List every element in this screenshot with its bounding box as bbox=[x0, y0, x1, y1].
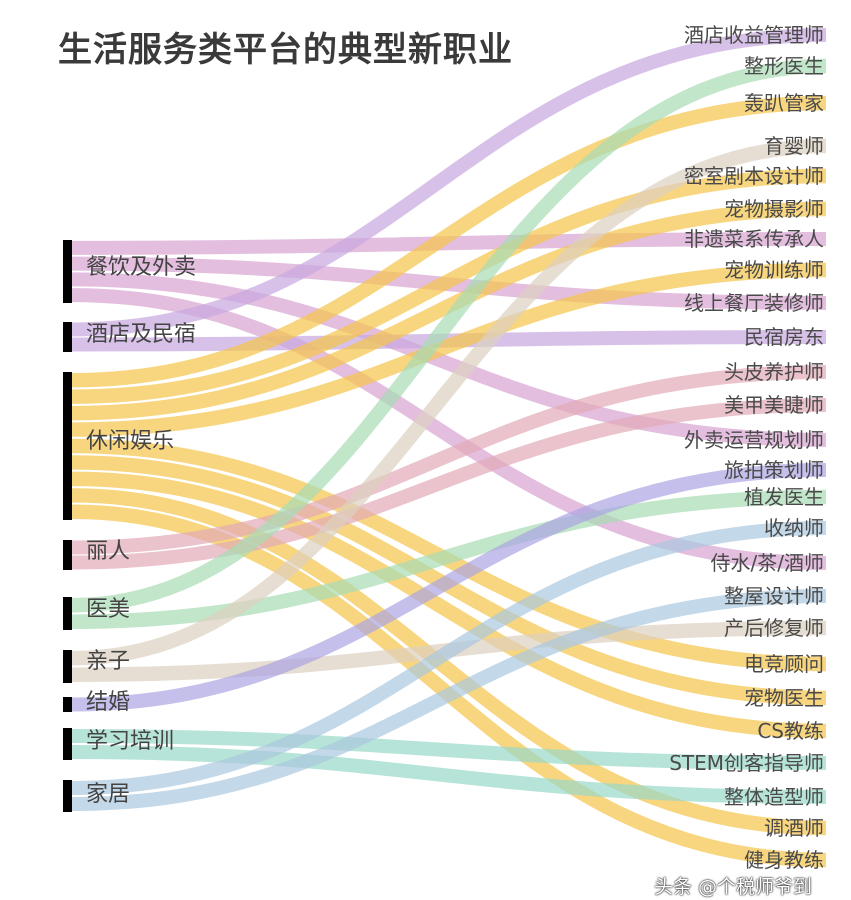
target-node-label: 整形医生 bbox=[744, 54, 824, 78]
link-18 bbox=[71, 489, 827, 629]
link-2 bbox=[71, 272, 827, 447]
source-node-label: 医美 bbox=[86, 597, 131, 622]
source-node-bar bbox=[63, 650, 72, 683]
target-node-label: 收纳师 bbox=[764, 516, 824, 540]
target-node-label: 调酒师 bbox=[764, 816, 824, 840]
target-node-label: STEM创客指导师 bbox=[669, 751, 824, 775]
target-node-label: 宠物摄影师 bbox=[724, 197, 824, 221]
target-node-label: 密室剧本设计师 bbox=[684, 164, 824, 188]
source-node-bar bbox=[63, 322, 72, 352]
link-6 bbox=[71, 95, 827, 388]
target-node-label: 头皮养护师 bbox=[724, 360, 824, 384]
target-node-label: 旅拍策划师 bbox=[724, 458, 824, 482]
source-node-label: 休闲娱乐 bbox=[86, 429, 175, 454]
source-node-label: 亲子 bbox=[86, 649, 131, 674]
target-node-label: 植发医生 bbox=[744, 485, 824, 509]
link-8 bbox=[71, 201, 827, 421]
source-node-label: 结婚 bbox=[86, 690, 131, 715]
source-node-label: 餐饮及外卖 bbox=[86, 255, 197, 280]
link-23 bbox=[71, 745, 827, 804]
target-node-label: 育婴师 bbox=[764, 134, 824, 158]
source-node-label: 丽人 bbox=[86, 539, 131, 564]
link-22 bbox=[71, 729, 827, 770]
target-node-label: 酒店收益管理师 bbox=[684, 23, 824, 47]
target-node-label: 电竞顾问 bbox=[744, 652, 824, 676]
target-node-label: 非遗菜系传承人 bbox=[684, 227, 824, 251]
source-node-bar bbox=[63, 540, 72, 570]
link-16 bbox=[71, 398, 827, 570]
source-node-bar bbox=[63, 597, 72, 630]
source-node-label: 酒店及民宿 bbox=[86, 322, 197, 347]
source-node-bar bbox=[63, 780, 72, 812]
source-node-bar bbox=[63, 372, 72, 520]
source-node-bar bbox=[63, 728, 72, 760]
target-node-label: 美甲美睫师 bbox=[724, 393, 824, 417]
target-node-label: 侍水/茶/酒师 bbox=[710, 551, 824, 575]
link-24 bbox=[71, 521, 827, 795]
target-node-label: 健身教练 bbox=[744, 848, 824, 872]
link-9 bbox=[71, 262, 827, 437]
target-node-label: 民宿房东 bbox=[744, 325, 824, 349]
link-25 bbox=[71, 589, 827, 811]
source-node-bar bbox=[63, 240, 72, 303]
target-node-label: 宠物医生 bbox=[744, 686, 824, 710]
target-node-label: 线上餐厅装修师 bbox=[684, 291, 824, 315]
target-node-label: 轰趴管家 bbox=[744, 91, 824, 115]
source-node-bar bbox=[63, 697, 72, 712]
link-17 bbox=[71, 58, 827, 613]
link-15 bbox=[71, 365, 827, 555]
target-node-label: 宠物训练师 bbox=[724, 258, 824, 282]
source-node-label: 学习培训 bbox=[86, 729, 175, 754]
target-node-label: 整体造型师 bbox=[724, 785, 824, 809]
target-node-label: 外卖运营规划师 bbox=[684, 428, 824, 452]
target-node-label: CS教练 bbox=[757, 719, 824, 743]
link-7 bbox=[71, 168, 827, 404]
diagram-title: 生活服务类平台的典型新职业 bbox=[58, 30, 513, 70]
target-node-label: 产后修复师 bbox=[724, 616, 824, 640]
link-19 bbox=[71, 138, 827, 666]
source-node-label: 家居 bbox=[86, 782, 131, 807]
link-21 bbox=[71, 463, 827, 712]
link-4 bbox=[71, 28, 827, 337]
link-12 bbox=[71, 471, 827, 739]
target-node-label: 整屋设计师 bbox=[724, 584, 824, 608]
watermark: 头条 @个税师爷到 bbox=[654, 876, 813, 898]
